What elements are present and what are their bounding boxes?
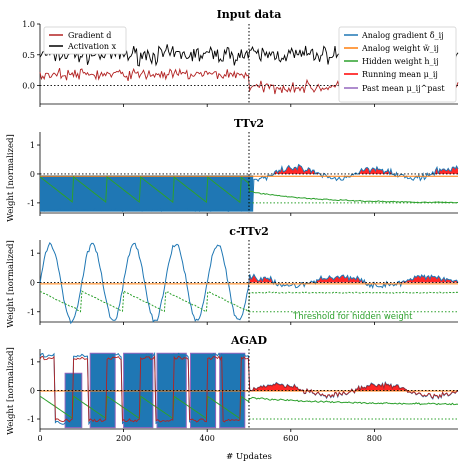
y-tick-label: -1 <box>27 415 35 424</box>
analog-gradient-block <box>89 352 116 429</box>
y-tick-label: 0 <box>30 386 35 395</box>
y-tick-label: 0.5 <box>22 51 35 60</box>
panel-title-agad: AGAD <box>230 334 267 347</box>
ylabel-ttv2: Weight [normalized] <box>6 134 16 222</box>
y-tick-label: -1 <box>27 308 35 317</box>
series-hidden-weight-line <box>39 395 459 420</box>
y-tick-label: -1 <box>27 199 35 208</box>
series-hidden-weight-line <box>39 175 459 204</box>
y-tick-label: 0 <box>30 170 35 179</box>
panel-title-input: Input data <box>217 8 282 21</box>
legend-right: Analog gradient δ̃_ij Analog weight w̃_i… <box>338 26 457 103</box>
x-tick-label: 800 <box>367 434 382 443</box>
legend-activation: Activation x <box>67 42 117 51</box>
threshold-annotation: Threshold for hidden weight <box>292 312 413 322</box>
y-tick-label: 1.0 <box>22 20 35 29</box>
xlabel: # Updates <box>226 452 272 462</box>
analog-gradient-band <box>40 175 254 212</box>
x-tick-label: 600 <box>283 434 298 443</box>
panel-title-cttv2: c-TTv2 <box>229 225 268 238</box>
legend-left: Gradient d Activation x <box>43 26 127 55</box>
panel-title-ttv2: TTv2 <box>234 117 264 130</box>
legend-hidden-weight: Hidden weight h_ij <box>362 57 439 66</box>
y-tick-label: 1 <box>30 358 35 367</box>
analog-gradient-block <box>190 352 217 429</box>
running-mean-fill <box>249 382 458 391</box>
legend-analog-gradient: Analog gradient δ̃_ij <box>361 31 444 40</box>
x-tick-label: 0 <box>37 434 42 443</box>
series-hidden-weight-line <box>39 289 459 313</box>
y-tick-label: 0.0 <box>22 82 35 91</box>
y-tick-label: 0 <box>30 278 35 287</box>
ylabel-cttv2: Weight [normalized] <box>6 240 16 328</box>
x-tick-label: 400 <box>200 434 215 443</box>
legend-running-mean: Running mean μ_ij <box>362 70 438 79</box>
analog-gradient-block <box>156 352 187 429</box>
legend-gradient: Gradient d <box>68 31 111 40</box>
y-tick-label: 1 <box>30 141 35 150</box>
legend-analog-weight: Analog weight w̃_ij <box>361 44 439 53</box>
y-tick-label: 1 <box>30 249 35 258</box>
running-mean-fill <box>249 164 458 174</box>
ylabel-agad: Weight [normalized] <box>6 347 16 435</box>
x-tick-label: 200 <box>116 434 131 443</box>
legend-past-mean: Past mean μ_ij^past <box>362 84 445 93</box>
